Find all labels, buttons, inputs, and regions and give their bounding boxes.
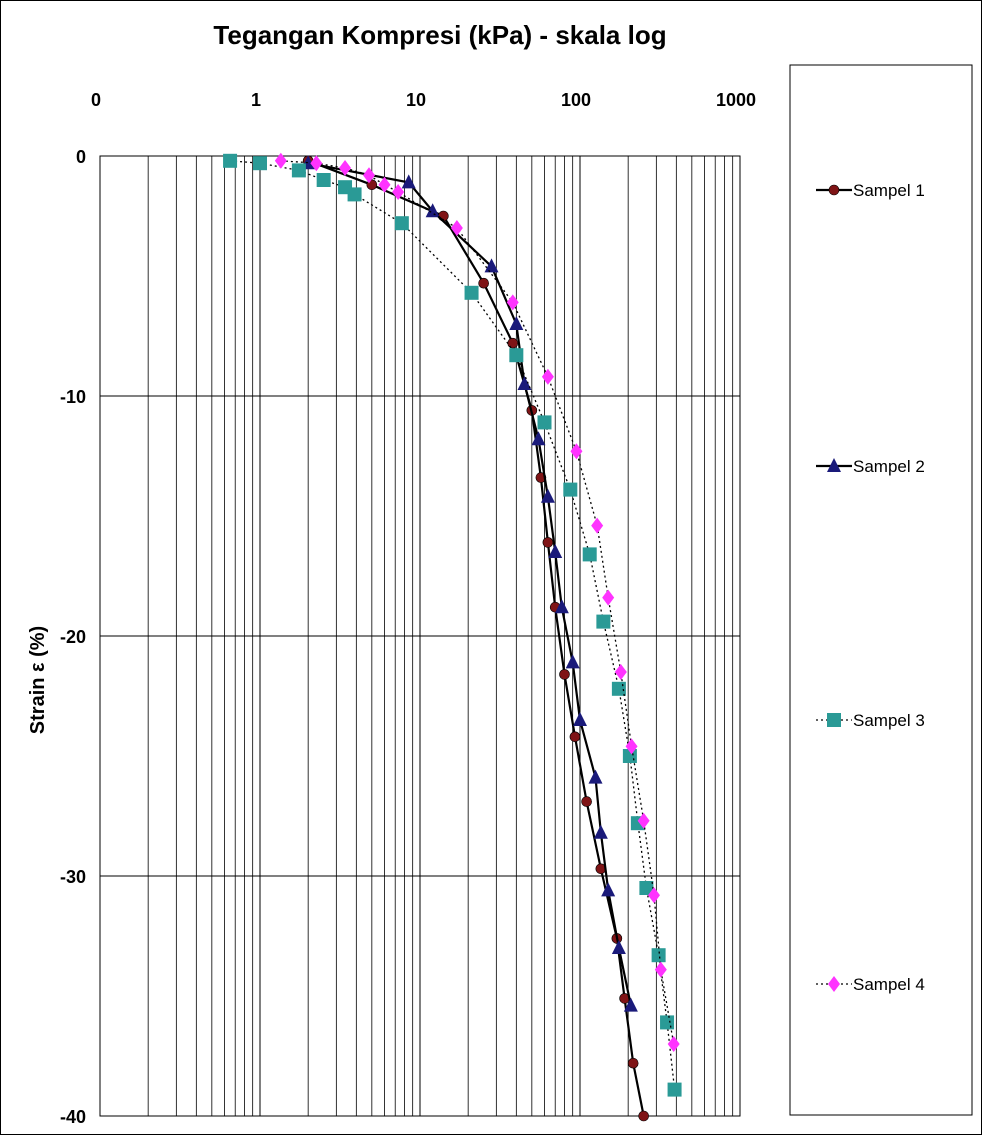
data-point <box>223 153 238 168</box>
data-point <box>582 547 597 562</box>
data-point <box>639 881 654 895</box>
legend-marker <box>827 713 841 727</box>
data-point <box>591 517 604 534</box>
y-axis-ticks: 0 -10 -20 -30 -40 <box>60 147 86 1127</box>
data-point <box>660 1015 675 1030</box>
series-line <box>307 159 645 1117</box>
legend-marker <box>827 458 841 472</box>
data-point <box>627 1057 639 1069</box>
legend-items: Sampel 1 Sampel 2 Sampel 3 Sampel 4 <box>816 181 925 994</box>
legend-marker <box>828 184 840 196</box>
y-tick-label: -20 <box>60 627 86 647</box>
data-point <box>581 796 592 807</box>
data-point <box>647 887 660 904</box>
legend-label: Sampel 4 <box>853 975 925 994</box>
chart-title: Tegangan Kompresi (kPa) - skala log <box>213 20 666 50</box>
data-point <box>638 1110 649 1122</box>
y-tick-label: 0 <box>76 147 86 167</box>
data-point <box>563 482 578 497</box>
data-point <box>667 1036 680 1052</box>
legend-label: Sampel 2 <box>853 457 925 476</box>
data-point <box>614 664 627 680</box>
series-4 <box>274 152 680 1052</box>
series-group <box>223 152 682 1122</box>
data-point <box>542 537 554 548</box>
series-3 <box>223 153 682 1097</box>
data-point <box>593 824 608 839</box>
data-point <box>570 443 583 460</box>
y-axis-label: Strain ε (%) <box>27 626 49 734</box>
data-point <box>588 769 603 784</box>
data-point <box>531 431 546 446</box>
data-point <box>596 614 611 629</box>
data-point <box>602 589 615 606</box>
data-point <box>651 948 666 963</box>
data-point <box>611 681 626 696</box>
x-tick-label: 10 <box>406 90 426 110</box>
data-point <box>625 738 638 755</box>
data-point <box>654 961 667 978</box>
data-point <box>509 348 524 363</box>
series-1 <box>302 155 649 1122</box>
series-line <box>230 160 676 1090</box>
data-point <box>517 376 532 390</box>
x-tick-label: 1 <box>251 90 261 110</box>
data-point <box>464 285 479 300</box>
data-point <box>401 174 416 189</box>
data-point <box>559 669 570 680</box>
data-point <box>509 316 524 330</box>
data-point <box>554 599 569 614</box>
data-point <box>310 155 323 172</box>
plot-area <box>99 155 741 1117</box>
legend <box>789 64 973 1116</box>
data-point <box>392 184 405 200</box>
data-point <box>394 216 409 231</box>
data-point <box>347 187 362 202</box>
data-point <box>484 258 499 273</box>
data-point <box>478 277 489 289</box>
data-point <box>667 1082 682 1097</box>
data-point <box>537 415 552 430</box>
legend-item-4: Sampel 4 <box>816 975 925 994</box>
data-point <box>425 203 440 218</box>
data-point <box>450 220 463 236</box>
data-point <box>637 812 650 829</box>
data-point <box>378 176 391 193</box>
x-tick-label: 0 <box>91 90 101 110</box>
data-point <box>540 488 555 503</box>
y-tick-label: -40 <box>60 1107 86 1127</box>
data-point <box>541 368 554 385</box>
data-point <box>601 882 616 897</box>
data-point <box>611 940 626 954</box>
data-point <box>507 337 519 349</box>
x-tick-label: 100 <box>561 90 591 110</box>
data-point <box>506 294 519 311</box>
data-point <box>291 163 306 178</box>
legend-label: Sampel 3 <box>853 711 925 730</box>
data-point <box>548 544 563 558</box>
y-tick-label: -10 <box>60 387 86 407</box>
data-point <box>569 731 581 743</box>
y-tick-label: -30 <box>60 867 86 887</box>
data-point <box>565 654 580 669</box>
data-point <box>362 167 375 184</box>
series-2 <box>301 155 638 1012</box>
legend-item-1: Sampel 1 <box>816 181 925 200</box>
data-point <box>274 152 287 169</box>
grid <box>100 156 740 1116</box>
data-point <box>339 160 352 176</box>
legend-item-2: Sampel 2 <box>816 457 925 476</box>
data-point <box>253 156 267 171</box>
data-point <box>316 173 331 187</box>
data-point <box>573 712 587 726</box>
legend-marker <box>828 976 840 992</box>
data-point <box>623 997 638 1012</box>
legend-item-3: Sampel 3 <box>816 711 925 730</box>
legend-label: Sampel 1 <box>853 181 925 200</box>
x-axis-ticks: 0 1 10 100 1000 <box>91 90 756 110</box>
x-tick-label: 1000 <box>716 90 756 110</box>
